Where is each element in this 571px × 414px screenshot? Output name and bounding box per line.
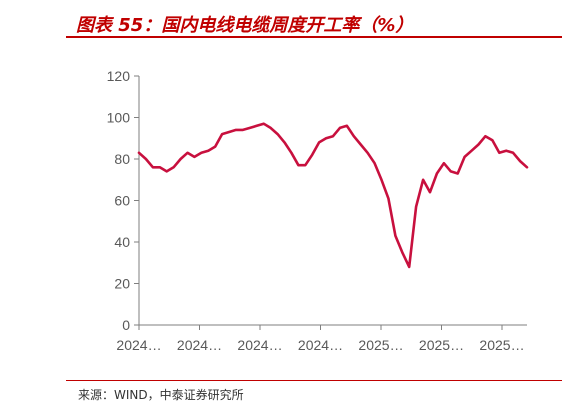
x-tick-label: 2025… [479, 337, 524, 353]
y-tick-label: 100 [107, 110, 131, 126]
chart-title: 图表 55：国内电线电缆周度开工率（%） [76, 15, 414, 36]
x-tick-label: 2024… [237, 337, 282, 353]
series-line [137, 122, 529, 269]
x-tick-label: 2024… [298, 337, 343, 353]
footer-divider [66, 380, 562, 381]
y-tick-label: 40 [114, 234, 130, 250]
x-tick-label: 2024… [116, 337, 161, 353]
title-bar: 图表 55：国内电线电缆周度开工率（%） [66, 6, 562, 38]
y-tick-label: 20 [114, 276, 130, 292]
y-tick-label: 120 [107, 68, 131, 84]
y-tick-label: 0 [122, 317, 130, 333]
source-note: 来源：WIND，中泰证券研究所 [78, 388, 244, 402]
x-tick-label: 2024… [177, 337, 222, 353]
x-tick-label: 2025… [419, 337, 464, 353]
x-tick-label: 2025… [358, 337, 403, 353]
y-tick-label: 80 [114, 151, 130, 167]
y-tick-label: 60 [114, 193, 130, 209]
